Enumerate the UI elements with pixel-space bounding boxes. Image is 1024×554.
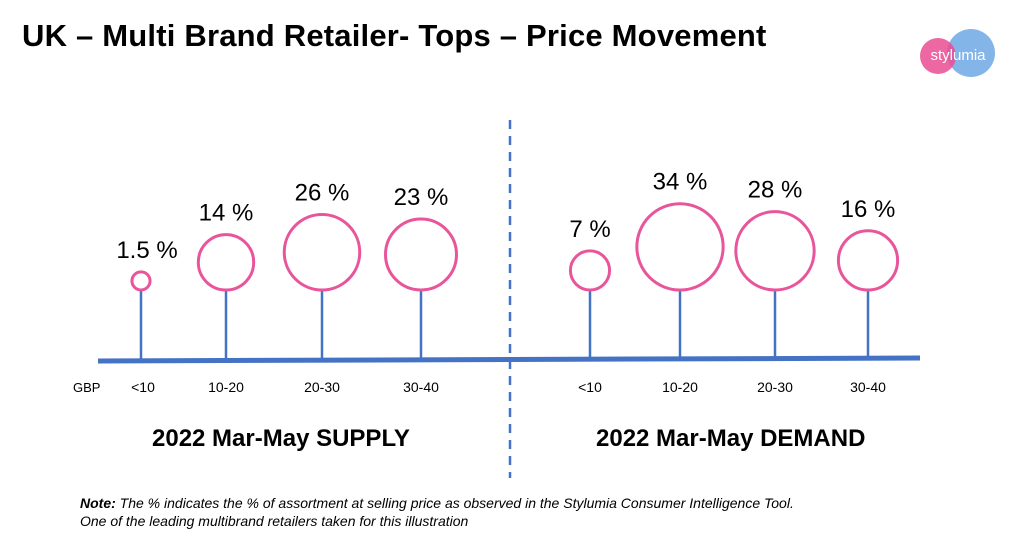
bubble-value-label: 14 % [199, 200, 254, 227]
baseline-axis [97, 355, 921, 364]
note-line-2: One of the leading multibrand retailers … [80, 513, 469, 529]
bubble-value-label: 26 % [295, 180, 350, 207]
category-tick-label: 10-20 [662, 379, 698, 395]
supply-panel-title: 2022 Mar-May SUPPLY [152, 425, 410, 452]
bubble-value-label: 16 % [841, 196, 896, 223]
note-line-1: The % indicates the % of assortment at s… [115, 495, 794, 511]
category-tick-label: 30-40 [403, 379, 439, 395]
bubble [384, 217, 458, 292]
category-tick-label: <10 [131, 379, 155, 395]
category-tick-label: 30-40 [850, 379, 886, 395]
demand-panel-title: 2022 Mar-May DEMAND [596, 425, 866, 452]
bubble [196, 233, 256, 292]
bubble-value-label: 1.5 % [116, 237, 177, 264]
category-tick-label: 20-30 [304, 379, 340, 395]
bubble [282, 213, 362, 292]
slide-title: UK – Multi Brand Retailer- Tops – Price … [22, 18, 767, 53]
bubble [130, 270, 152, 292]
category-tick-label: <10 [578, 379, 602, 395]
bubble-value-label: 34 % [653, 169, 708, 196]
stylumia-logo: stylumia [920, 29, 995, 77]
bubble-value-label: 23 % [394, 184, 449, 211]
bubble [568, 249, 612, 292]
bubble [836, 229, 900, 292]
currency-label: GBP [73, 380, 100, 395]
bubble [635, 202, 725, 292]
bubble [734, 210, 816, 292]
footnote: Note: The % indicates the % of assortmen… [80, 494, 794, 530]
bubble-value-label: 28 % [748, 177, 803, 204]
note-label: Note: [80, 495, 116, 511]
category-tick-label: 10-20 [208, 379, 244, 395]
bubble-value-label: 7 % [569, 216, 610, 243]
svg-text:stylumia: stylumia [930, 47, 986, 64]
category-tick-label: 20-30 [757, 379, 793, 395]
